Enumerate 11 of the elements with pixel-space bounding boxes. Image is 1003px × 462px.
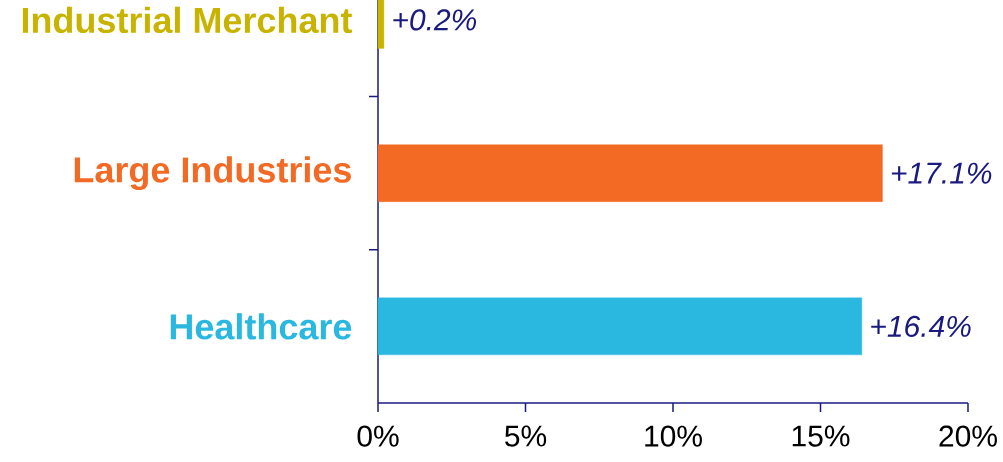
data-label: +0.2% bbox=[393, 9, 477, 31]
x-tick-label: 5% bbox=[505, 425, 547, 447]
x-tick-label: 20% bbox=[939, 425, 997, 447]
y-tick-label: Large Industries bbox=[74, 156, 351, 190]
x-tick-label: 0% bbox=[357, 425, 399, 447]
y-tick-label: Industrial Merchant bbox=[22, 6, 352, 34]
x-tick-label: 10% bbox=[645, 425, 702, 447]
data-label: +17.1% bbox=[891, 162, 992, 184]
y-tick-label: Healthcare bbox=[170, 313, 352, 340]
x-tick-label: 15% bbox=[792, 425, 850, 447]
data-label: +16.4% bbox=[871, 315, 971, 337]
